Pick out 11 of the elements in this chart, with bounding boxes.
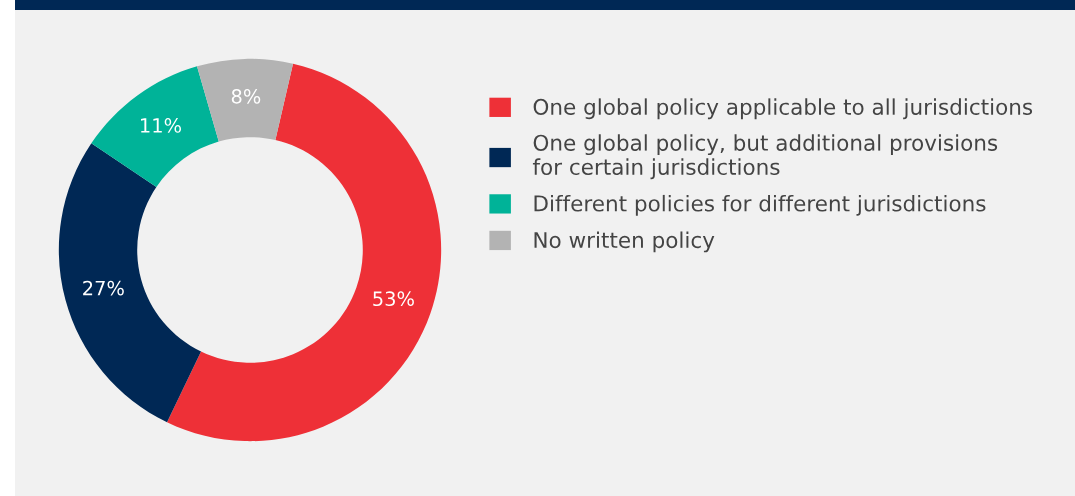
donut-slice [58, 143, 202, 423]
legend-label: One global policy applicable to all jurisdictions [533, 98, 1033, 120]
data-label: 27% [83, 280, 124, 296]
donut-slice [197, 58, 294, 142]
legend-label: Different policies for different jurisdictions [534, 194, 986, 216]
data-label: 8% [231, 89, 261, 104]
data-label: 11% [141, 118, 182, 133]
data-label: 53% [373, 291, 414, 307]
legend-label: No written policy [534, 231, 715, 253]
legend-label: One global policy, but additional provisions for certain jurisdictions [532, 134, 998, 180]
donut-slice [91, 66, 219, 188]
